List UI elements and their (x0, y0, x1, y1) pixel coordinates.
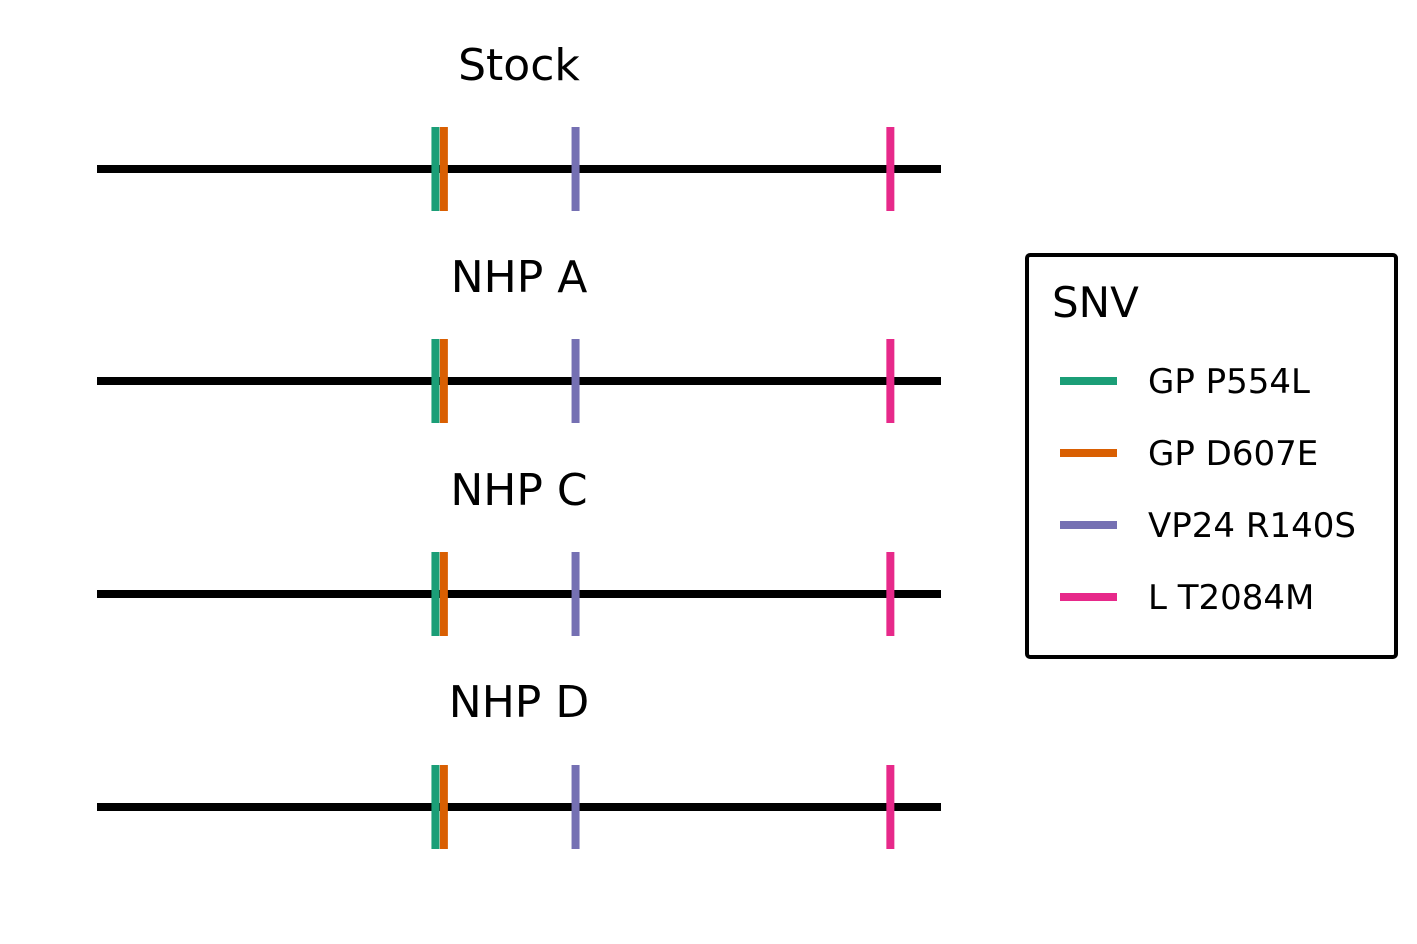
panel-stock: Stock (97, 40, 941, 211)
legend-item-l-t2084m: L T2084M (1060, 578, 1314, 618)
legend-item-vp24-r140s: VP24 R140S (1060, 506, 1356, 546)
legend-label: GP D607E (1148, 434, 1318, 474)
panel-title: NHP D (449, 677, 589, 728)
legend-item-gp-d607e: GP D607E (1060, 434, 1318, 474)
legend-label: VP24 R140S (1148, 506, 1356, 546)
legend-item-gp-p554l: GP P554L (1060, 362, 1310, 402)
legend-label: GP P554L (1148, 362, 1310, 402)
panel-title: Stock (458, 40, 580, 91)
panel-title: NHP C (450, 465, 587, 516)
legend-title: SNV (1052, 278, 1139, 327)
panel-nhp-d: NHP D (97, 677, 941, 849)
panels-group: Stock NHP A NHP C NHP D (97, 40, 941, 849)
legend-frame (1025, 253, 1398, 659)
panel-nhp-a: NHP A (97, 252, 941, 423)
legend: SNV GP P554L GP D607E VP24 R140S L T2084M (1025, 253, 1398, 659)
legend-items: GP P554L GP D607E VP24 R140S L T2084M (1060, 362, 1356, 618)
legend-label: L T2084M (1148, 578, 1314, 618)
panel-title: NHP A (451, 252, 588, 303)
panel-nhp-c: NHP C (97, 465, 941, 636)
